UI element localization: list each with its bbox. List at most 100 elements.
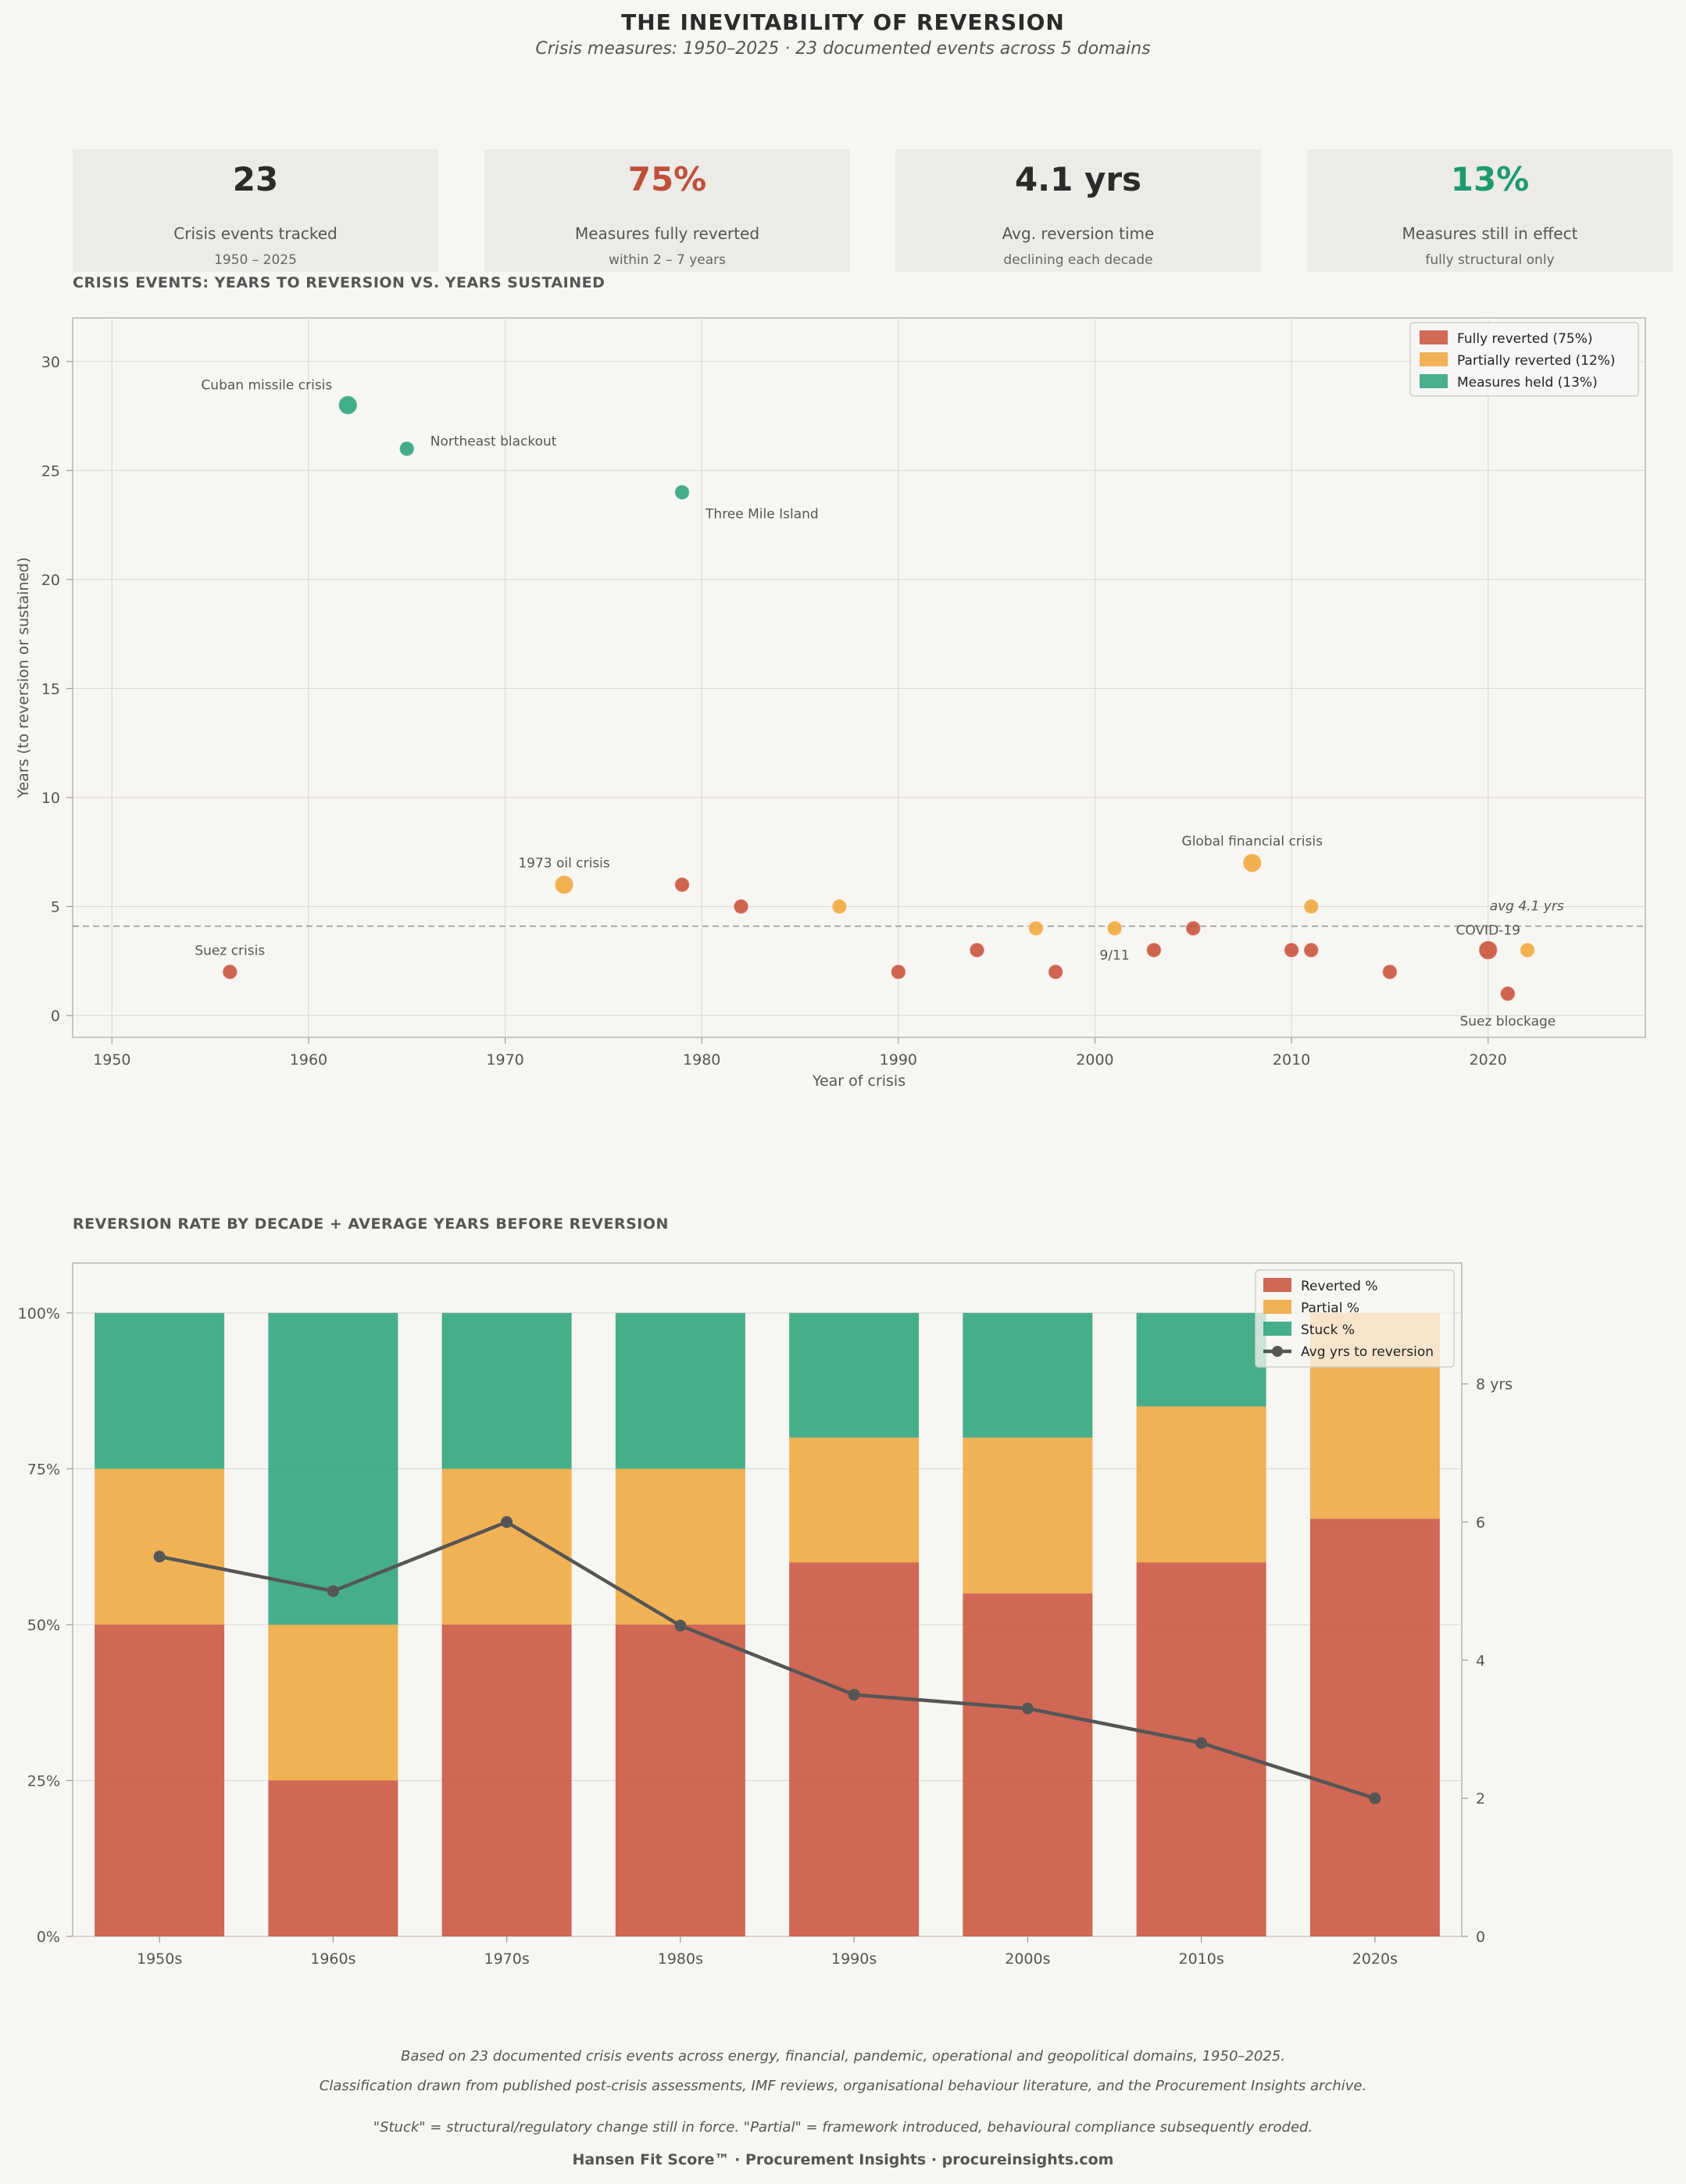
bar-y-tick-label: 75%: [27, 1461, 60, 1478]
kpi-label: Crisis events tracked: [173, 224, 338, 243]
bar-legend-label: Reverted %: [1301, 1279, 1378, 1294]
bar-y-tick-label: 0%: [37, 1929, 60, 1946]
kpi-sub: declining each decade: [1003, 252, 1153, 268]
footer-note-1: Based on 23 documented crisis events acr…: [401, 2048, 1285, 2064]
bar-y2-tick-label: 8 yrs: [1476, 1376, 1513, 1394]
scatter-x-tick-label: 2010: [1273, 1051, 1310, 1069]
scatter-x-tick-label: 1970: [486, 1051, 523, 1069]
kpi-card-events: 23 Crisis events tracked 1950 – 2025: [73, 149, 438, 272]
bar-y-tick-label: 50%: [27, 1617, 60, 1634]
scatter-point-label: 9/11: [1100, 947, 1130, 963]
avg-years-point: [1369, 1792, 1381, 1804]
scatter-point-partial: [1519, 942, 1536, 958]
scatter-x-tick-label: 2020: [1470, 1051, 1507, 1069]
bar-legend-swatch: [1263, 1278, 1291, 1292]
bar-legend-label: Partial %: [1301, 1301, 1359, 1316]
bar-segment-reverted: [95, 1624, 225, 1936]
bar-legend-label: Stuck %: [1301, 1322, 1355, 1338]
avg-years-point: [848, 1689, 860, 1701]
scatter-y-tick-label: 30: [41, 354, 60, 371]
bar-legend-swatch: [1263, 1322, 1291, 1336]
scatter-legend-swatch: [1420, 374, 1448, 388]
bar-y-tick-label: 100%: [18, 1305, 60, 1322]
kpi-label: Avg. reversion time: [1002, 224, 1155, 243]
scatter-point-label: Cuban missile crisis: [201, 378, 332, 394]
scatter-legend-swatch: [1420, 352, 1448, 366]
bar-segment-partial: [1136, 1406, 1266, 1563]
scatter-y-tick-label: 20: [41, 572, 60, 589]
scatter-point-reverted: [222, 964, 238, 980]
kpi-sub: fully structural only: [1425, 252, 1555, 268]
scatter-x-tick-label: 1990: [880, 1051, 917, 1069]
scatter-point-label: Three Mile Island: [705, 506, 819, 522]
scatter-point-reverted: [1381, 964, 1398, 980]
scatter-x-tick-label: 1980: [683, 1051, 720, 1069]
bar-x-tick-label: 2010s: [1178, 1950, 1223, 1968]
scatter-point-reverted: [1145, 942, 1163, 958]
scatter-point-reverted: [890, 964, 907, 980]
avg-years-point: [674, 1619, 687, 1632]
bar-segment-partial: [615, 1468, 745, 1625]
bar-x-tick-label: 1960s: [310, 1950, 355, 1968]
bar-x-tick-label: 2000s: [1005, 1950, 1050, 1968]
scatter-point-label: Suez blockage: [1459, 1014, 1556, 1030]
bar-y-tick-label: 25%: [27, 1772, 60, 1790]
scatter-x-tick-label: 1960: [290, 1051, 327, 1069]
bar-legend-label: Avg yrs to reversion: [1301, 1344, 1434, 1360]
bar-segment-reverted: [441, 1624, 572, 1936]
scatter-point-reverted: [733, 898, 749, 915]
scatter-y-tick-label: 15: [41, 680, 60, 698]
bar-segment-reverted: [268, 1780, 398, 1936]
scatter-legend-label: Measures held (13%): [1457, 375, 1598, 391]
bar-y2-tick-label: 6: [1476, 1515, 1485, 1532]
bar-x-tick-label: 1950s: [137, 1950, 182, 1968]
scatter-point-label: Suez crisis: [195, 943, 265, 958]
footer-note-2: Classification drawn from published post…: [319, 2078, 1367, 2094]
avg-years-point: [327, 1585, 339, 1597]
bar-segment-held: [268, 1312, 398, 1625]
scatter-point-partial: [1106, 920, 1123, 937]
scatter-point-reverted: [1283, 942, 1300, 958]
scatter-legend-box: [1409, 322, 1639, 397]
scatter-average-label: avg 4.1 yrs: [1490, 899, 1564, 915]
scatter-point-label: 1973 oil crisis: [518, 856, 610, 872]
scatter-point-reverted: [1047, 964, 1064, 980]
bar-y2-tick-label: 2: [1476, 1790, 1485, 1808]
kpi-sub: 1950 – 2025: [214, 252, 297, 268]
scatter-x-tick-label: 1950: [93, 1051, 130, 1069]
scatter-point-partial: [554, 874, 574, 895]
kpi-value: 23: [232, 160, 279, 198]
scatter-point-reverted: [1185, 920, 1202, 937]
bar-segment-held: [1136, 1312, 1266, 1407]
bar-x-tick-label: 1990s: [831, 1950, 877, 1968]
scatter-point-reverted: [969, 942, 985, 958]
bar-segment-partial: [95, 1468, 225, 1625]
kpi-card-still-in-effect: 13% Measures still in effect fully struc…: [1307, 149, 1673, 272]
bar-legend-swatch: [1263, 1300, 1291, 1314]
bar-segment-held: [441, 1312, 572, 1469]
scatter-legend-label: Fully reverted (75%): [1457, 331, 1593, 347]
kpi-value: 4.1 yrs: [1014, 160, 1142, 198]
scatter-x-tick-label: 2000: [1076, 1051, 1113, 1069]
bar-y2-tick-label: 4: [1476, 1652, 1485, 1669]
bar-segment-reverted: [963, 1593, 1093, 1936]
bar-x-tick-label: 2020s: [1352, 1950, 1398, 1968]
kpi-label: Measures still in effect: [1402, 224, 1578, 243]
scatter-y-tick-label: 0: [51, 1008, 60, 1025]
kpi-value: 13%: [1450, 160, 1530, 198]
bar-legend-line-marker: [1272, 1346, 1283, 1357]
bar-segment-partial: [268, 1624, 398, 1781]
scatter-point-partial: [831, 898, 848, 915]
scatter-point-partial: [1302, 898, 1320, 915]
footer-note-3: "Stuck" = structural/regulatory change s…: [373, 2119, 1313, 2136]
bar-segment-partial: [789, 1437, 920, 1563]
scatter-y-tick-label: 5: [51, 899, 60, 916]
scatter-point-reverted: [1499, 985, 1516, 1002]
scatter-legend-swatch: [1420, 330, 1448, 344]
scatter-point-reverted: [1477, 940, 1498, 961]
bar-segment-held: [615, 1312, 745, 1469]
scatter-point-label: COVID-19: [1456, 922, 1520, 938]
footer-credit: Hansen Fit Score™ · Procurement Insights…: [572, 2151, 1114, 2168]
kpi-value: 75%: [627, 160, 707, 198]
scatter-y-tick-label: 10: [41, 790, 60, 807]
